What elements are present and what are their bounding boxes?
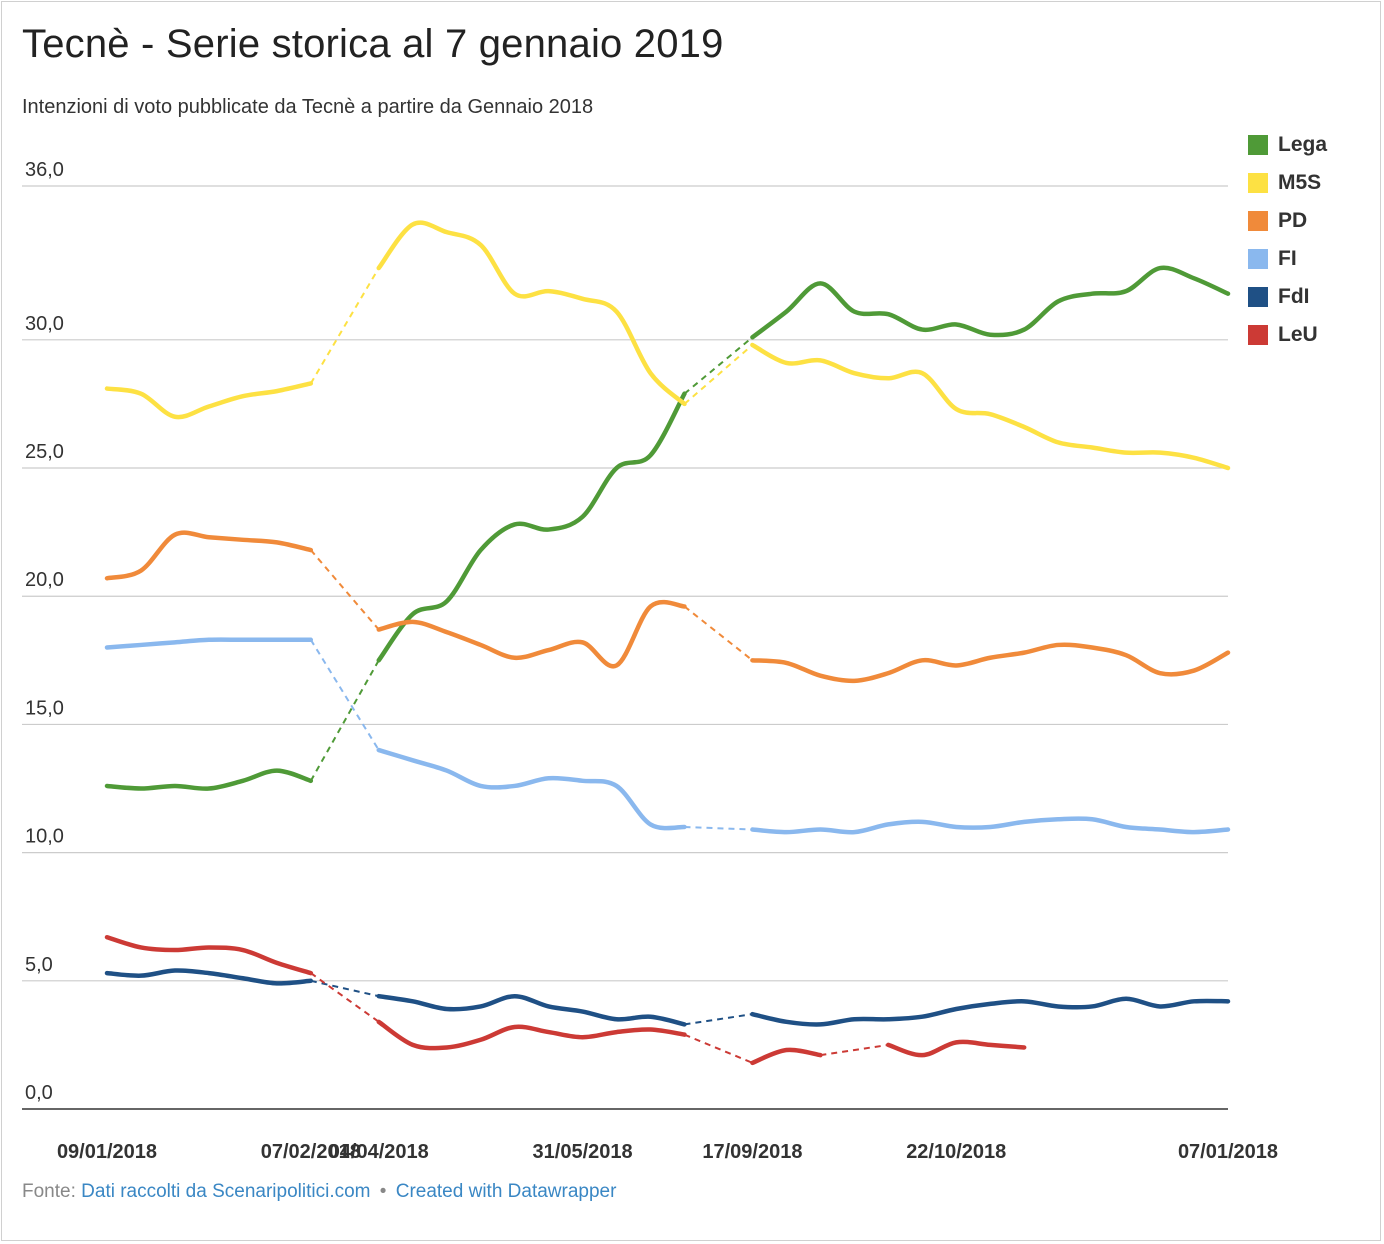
legend: Lega M5S PD FI FdI LeU	[1248, 126, 1327, 354]
legend-swatch	[1248, 211, 1268, 231]
footer-prefix: Fonte:	[22, 1181, 76, 1202]
series-line	[104, 637, 314, 650]
series-line	[376, 220, 687, 407]
series-line	[104, 934, 314, 976]
legend-label: PD	[1278, 209, 1308, 232]
legend-label: FI	[1278, 247, 1297, 270]
gap-connector	[310, 972, 380, 1023]
gap-connector	[683, 336, 754, 395]
series-fi	[104, 637, 1231, 835]
y-tick-label: 30,0	[25, 313, 64, 335]
y-tick-label: 15,0	[25, 697, 64, 719]
series-m5s	[104, 220, 1231, 471]
chart-title: Tecnè - Serie storica al 7 gennaio 2019	[22, 22, 724, 66]
gap-connector	[310, 549, 380, 631]
x-tick-label: 04/04/2018	[329, 1141, 429, 1163]
series-line	[750, 642, 1231, 684]
gap-connector	[684, 1013, 753, 1026]
y-tick-label: 36,0	[25, 159, 64, 181]
gap-connector	[684, 1033, 753, 1064]
gap-connector	[684, 825, 753, 831]
gridlines	[22, 185, 1228, 1110]
series-line	[750, 816, 1231, 835]
legend-item: PD	[1248, 202, 1327, 240]
gap-connector	[820, 1043, 889, 1057]
legend-swatch	[1248, 249, 1268, 269]
series-line	[376, 747, 687, 831]
x-tick-label: 09/01/2018	[57, 1141, 157, 1163]
gap-connector	[683, 344, 754, 405]
datawrapper-link[interactable]: Created with Datawrapper	[395, 1181, 617, 1202]
series-line	[376, 1019, 687, 1051]
legend-item: LeU	[1248, 316, 1327, 354]
y-tick-label: 5,0	[25, 954, 53, 976]
gap-connector	[309, 639, 380, 751]
gap-connector	[309, 267, 380, 384]
x-tick-label: 17/09/2018	[702, 1141, 802, 1163]
legend-swatch	[1248, 173, 1268, 193]
series-leu	[104, 934, 1027, 1066]
legend-swatch	[1248, 325, 1268, 345]
series-lega	[104, 265, 1231, 791]
legend-item: FI	[1248, 240, 1327, 278]
series-line	[750, 1047, 823, 1066]
legend-item: Lega	[1248, 126, 1327, 164]
series-fdi	[104, 968, 1231, 1027]
series-line	[376, 993, 687, 1027]
series-lines	[104, 220, 1231, 1066]
series-line	[376, 391, 687, 663]
series-line	[104, 768, 314, 791]
y-tick-label: 25,0	[25, 441, 64, 463]
source-link[interactable]: Dati raccolti da Scenaripolitici.com	[81, 1181, 371, 1202]
series-line	[750, 996, 1231, 1027]
legend-swatch	[1248, 287, 1268, 307]
legend-label: Lega	[1278, 133, 1328, 156]
footer: Fonte: Dati raccolti da Scenaripolitici.…	[22, 1181, 616, 1203]
gap-connector	[309, 659, 380, 782]
legend-item: M5S	[1248, 164, 1327, 202]
series-line	[104, 381, 314, 420]
x-tick-label: 07/01/2018	[1178, 1141, 1278, 1163]
legend-label: M5S	[1278, 171, 1322, 194]
footer-separator: •	[379, 1181, 387, 1202]
series-line	[104, 968, 314, 986]
gap-connector	[683, 605, 754, 662]
legend-swatch	[1248, 135, 1268, 155]
series-line	[376, 599, 687, 669]
x-tick-label: 07/02/2018	[261, 1141, 361, 1163]
legend-label: LeU	[1278, 323, 1318, 346]
series-pd	[104, 530, 1231, 684]
series-line	[886, 1039, 1027, 1058]
series-line	[750, 342, 1231, 471]
series-line	[750, 265, 1231, 340]
y-axis-ticks: 0,0 5,0 10,0 15,0 20,0 25,0 30,0 36,0	[25, 159, 64, 1104]
legend-item: FdI	[1248, 278, 1327, 316]
x-tick-label: 22/10/2018	[906, 1141, 1006, 1163]
y-tick-label: 10,0	[25, 826, 64, 848]
chart-subtitle: Intenzioni di voto pubblicate da Tecnè a…	[22, 96, 594, 118]
y-tick-label: 0,0	[25, 1082, 53, 1104]
legend-label: FdI	[1278, 285, 1310, 308]
gap-connector	[310, 979, 379, 998]
series-line	[104, 530, 314, 581]
y-tick-label: 20,0	[25, 569, 64, 591]
x-tick-label: 31/05/2018	[533, 1141, 633, 1163]
